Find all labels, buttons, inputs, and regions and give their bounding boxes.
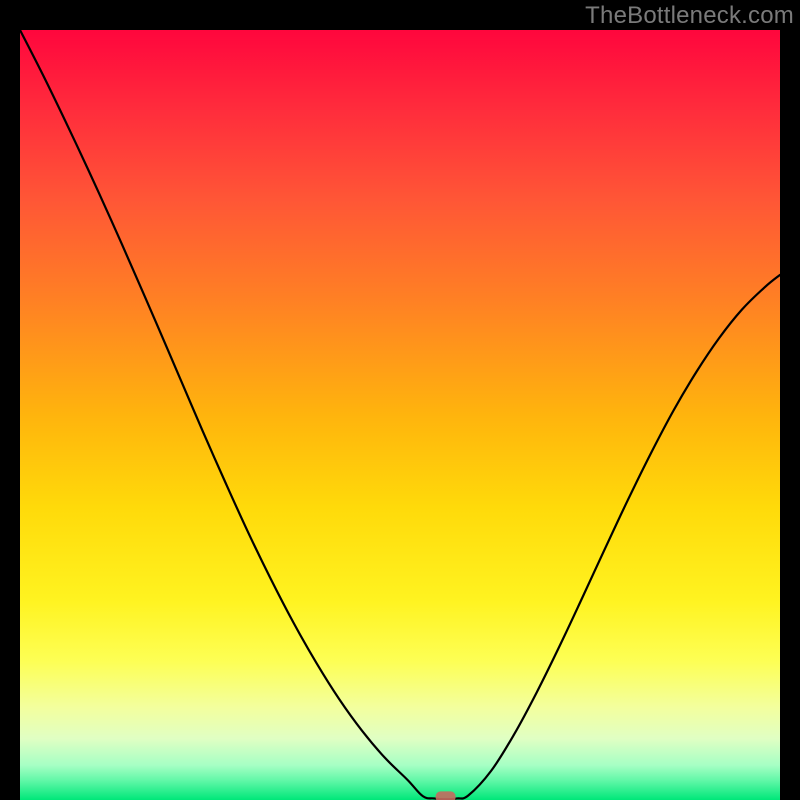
plot-background	[20, 30, 780, 800]
chart-container: TheBottleneck.com	[0, 0, 800, 800]
watermark-text: TheBottleneck.com	[585, 2, 794, 30]
bottleneck-chart	[0, 0, 800, 800]
minimum-marker	[436, 791, 456, 800]
